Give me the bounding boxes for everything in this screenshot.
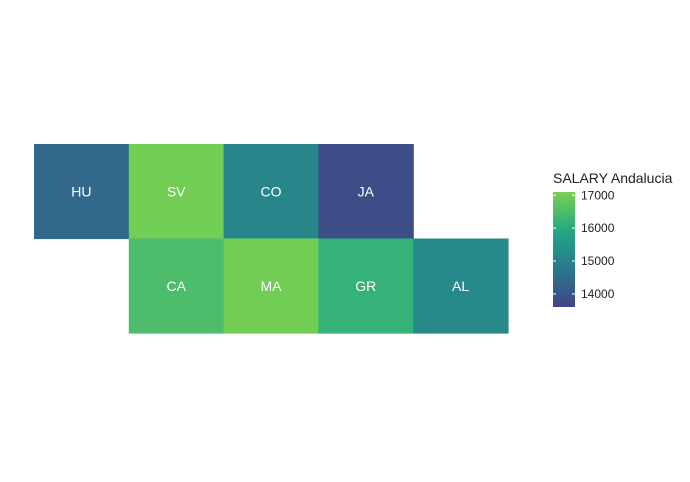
- tile-al: [413, 238, 509, 334]
- tile-hu: [34, 144, 130, 240]
- legend-colorbar: [553, 192, 575, 307]
- legend-tick-label: 14000: [581, 287, 615, 301]
- legend: SALARY Andalucia 17000 16000 15000 14000: [553, 170, 673, 307]
- legend-ticks: 17000 16000 15000 14000: [553, 188, 615, 301]
- tile-label-sv: SV: [167, 183, 186, 199]
- legend-tick-label: 17000: [581, 188, 615, 202]
- tile-gr: [318, 238, 414, 334]
- tile-co: [223, 144, 319, 240]
- tile-label-hu: HU: [71, 183, 91, 199]
- tile-label-ca: CA: [166, 278, 186, 294]
- tile-label-ja: JA: [358, 183, 375, 199]
- tile-sv: [128, 144, 225, 240]
- legend-tick-label: 15000: [581, 254, 615, 268]
- tile-ma: [223, 238, 319, 334]
- tile-grid: HU SV CO JA CA MA GR AL: [34, 144, 509, 334]
- tile-label-co: CO: [261, 183, 282, 199]
- tile-ca: [128, 238, 225, 334]
- tile-label-al: AL: [452, 278, 469, 294]
- legend-tick-label: 16000: [581, 221, 615, 235]
- tile-label-ma: MA: [261, 278, 283, 294]
- tile-ja: [318, 144, 414, 240]
- tile-label-gr: GR: [355, 278, 376, 294]
- legend-title: SALARY Andalucia: [553, 170, 673, 186]
